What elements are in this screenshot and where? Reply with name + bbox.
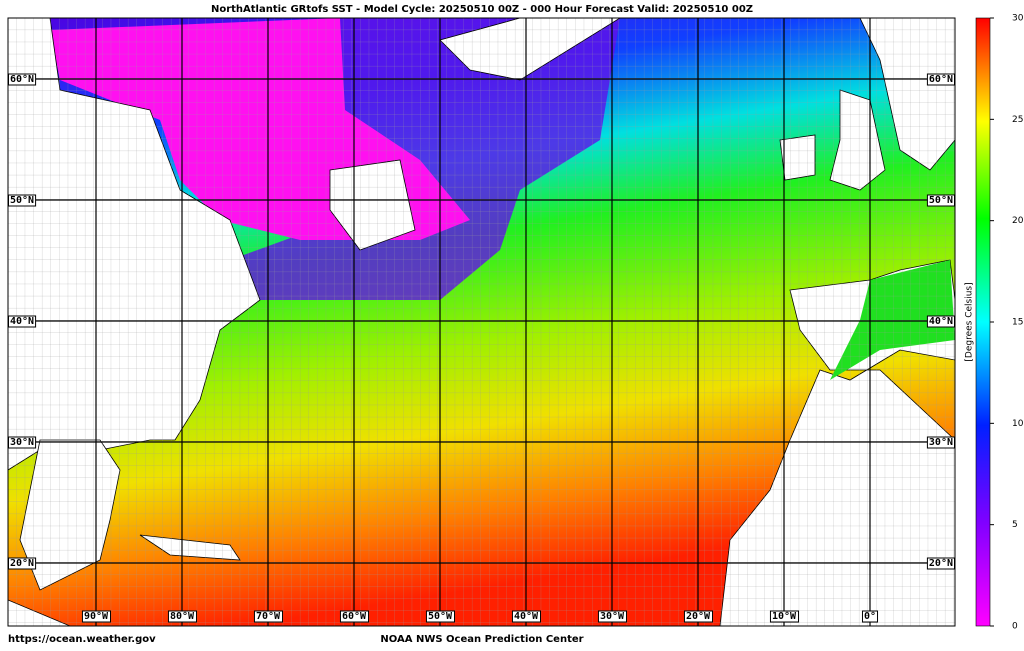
geo-label-box: [167, 610, 198, 623]
geo-label-box: [81, 610, 112, 623]
geo-label: 80°W: [170, 611, 195, 622]
colorbar-label: [Degrees Celsius]: [965, 282, 975, 361]
colorbar-tick-label: 0: [1012, 622, 1018, 632]
footer-center: NOAA NWS Ocean Prediction Center: [380, 634, 583, 645]
colorbar-tick-label: 25: [1012, 115, 1023, 125]
geo-label: 40°W: [514, 611, 539, 622]
geo-label-box: [8, 557, 37, 570]
geo-label: 70°W: [256, 611, 281, 622]
geo-label: 30°W: [600, 611, 625, 622]
geo-label: 40°N: [10, 316, 34, 327]
geo-label-box: [926, 194, 955, 207]
geo-label-box: [926, 315, 955, 328]
geo-label-box: [769, 610, 800, 623]
colorbar-tick-label: 5: [1012, 520, 1018, 530]
geo-label-box: [597, 610, 628, 623]
geo-label: 60°N: [929, 74, 953, 85]
geo-label-box: [926, 73, 955, 86]
fine-grid: [8, 18, 955, 626]
geo-label: 40°N: [929, 316, 953, 327]
geo-label-box: [8, 315, 37, 328]
geo-label-box: [339, 610, 370, 623]
colorbar-tick-label: 15: [1012, 318, 1023, 328]
geo-label: 60°W: [342, 611, 367, 622]
map: [8, 18, 955, 626]
geo-label: 30°N: [10, 437, 34, 448]
geo-label: 20°N: [10, 558, 34, 569]
geo-label-box: [253, 610, 284, 623]
title: NorthAtlantic GRtofs SST - Model Cycle: …: [211, 4, 753, 15]
geo-label: 10°W: [772, 611, 797, 622]
geo-label-box: [8, 194, 37, 207]
geo-label-box: [861, 610, 879, 623]
colorbar-tick-label: 20: [1012, 216, 1024, 226]
colorbar-tick-label: 10: [1012, 419, 1024, 429]
geo-label-box: [683, 610, 714, 623]
geo-label-box: [8, 436, 37, 449]
geo-label: 50°N: [10, 195, 34, 206]
geo-label-box: [926, 436, 955, 449]
geo-label: 20°W: [686, 611, 711, 622]
geo-label-box: [425, 610, 456, 623]
geo-label-box: [511, 610, 542, 623]
geo-label: 0°: [864, 611, 876, 622]
geo-label: 30°N: [929, 437, 953, 448]
geo-label: 20°N: [929, 558, 953, 569]
geo-label: 50°N: [929, 195, 953, 206]
geo-label-box: [8, 73, 37, 86]
colorbar: [975, 17, 991, 627]
geo-label: 60°N: [10, 74, 34, 85]
geo-label-box: [926, 557, 955, 570]
footer-left: https://ocean.weather.gov: [8, 634, 156, 645]
geo-label: 90°W: [84, 611, 109, 622]
colorbar-tick-label: 30: [1012, 14, 1024, 24]
geo-label: 50°W: [428, 611, 453, 622]
